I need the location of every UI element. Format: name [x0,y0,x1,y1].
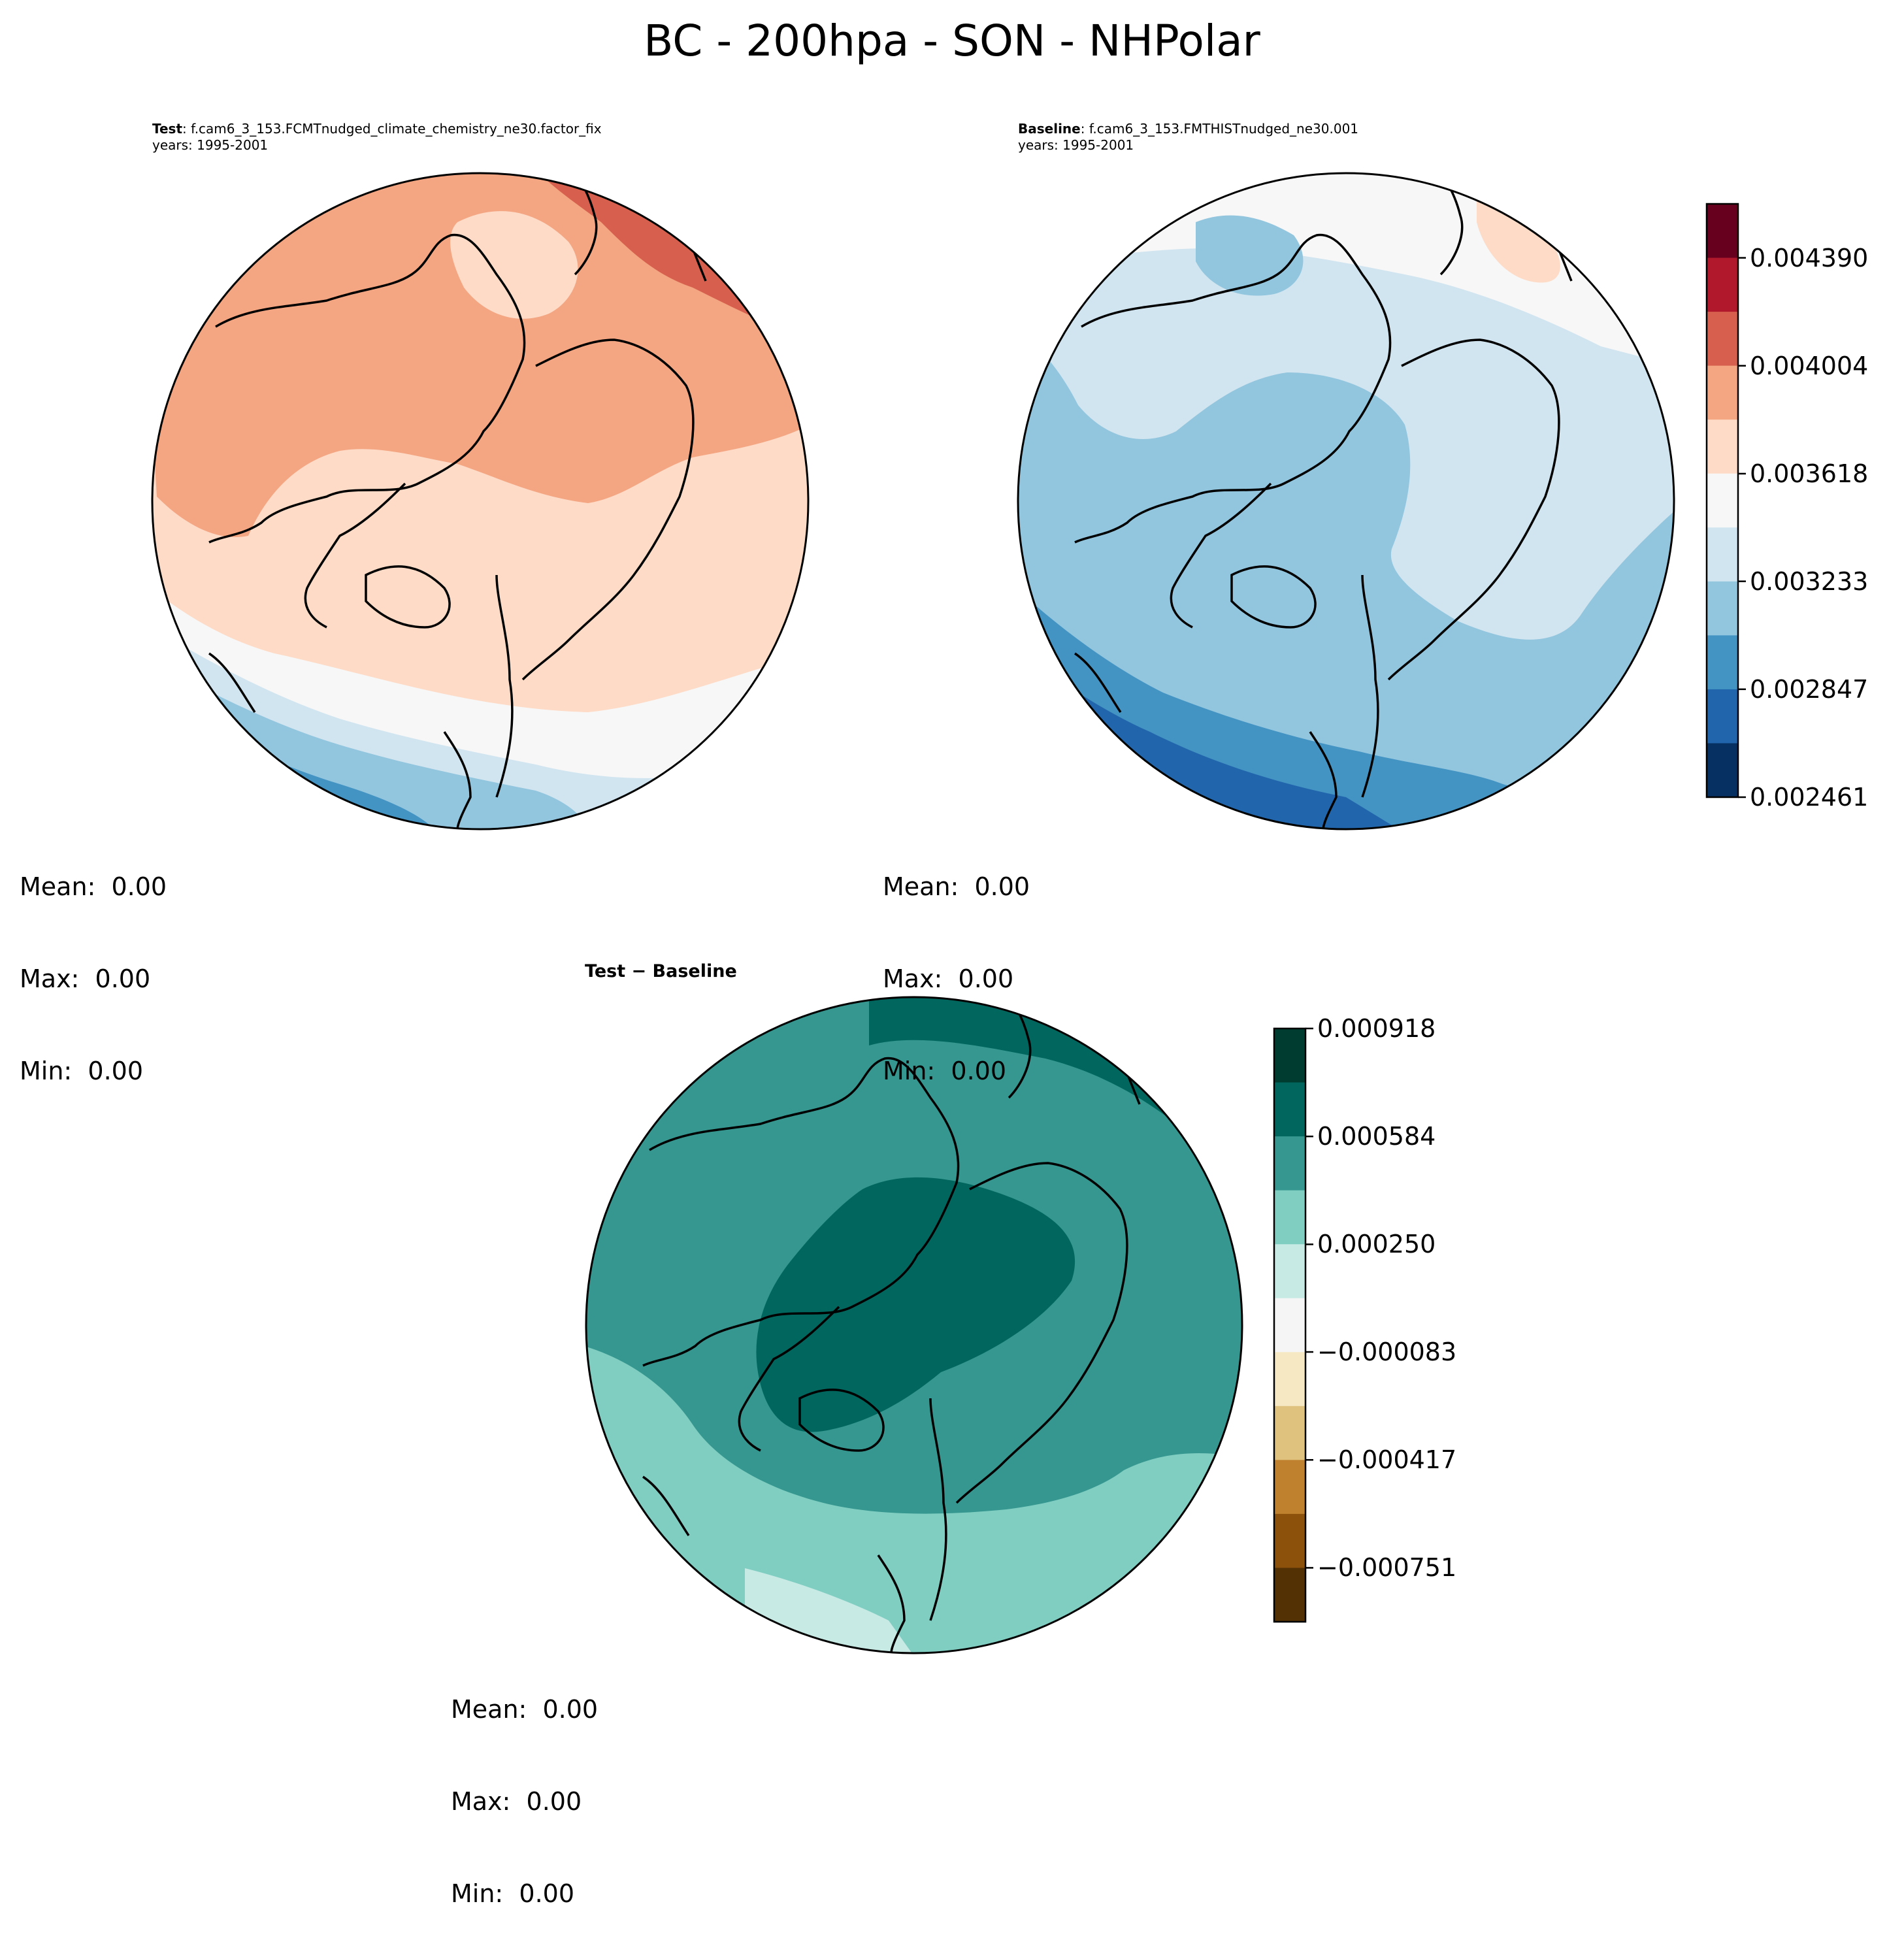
diff-colorbar-tick-label: 0.000918 [1317,1014,1436,1043]
test-max: Max: 0.00 [20,964,151,993]
test-map-boundary [151,172,810,830]
diff-colorbar-segment [1274,1298,1305,1353]
diff-colorbar-tick-label: 0.000250 [1317,1230,1436,1259]
diff-min: Min: 0.00 [451,1879,574,1908]
diff-panel-title: Test − Baseline [585,961,737,981]
baseline-case-name: : f.cam6_3_153.FMTHISTnudged_ne30.001 [1080,121,1359,137]
test-coastlines [208,173,707,829]
test-region-light-red-arctic [450,211,578,319]
baseline-label: Baseline [1018,121,1081,137]
diff-colorbar-tick-label: 0.000584 [1317,1122,1436,1151]
test-baseline-colorbar-segment [1707,689,1738,744]
test-map [152,173,808,829]
diff-colorbar-segment [1274,1352,1305,1407]
main-title: BC - 200hpa - SON - NHPolar [644,16,1260,66]
test-baseline-colorbar-tick-label: 0.003618 [1750,459,1869,488]
test-baseline-colorbar-segment [1707,312,1738,367]
test-baseline-colorbar-segment [1707,204,1738,259]
test-label: Test [152,121,183,137]
test-baseline-colorbar-tick-label: 0.004004 [1750,351,1869,380]
diff-colorbar-segment [1274,1028,1305,1083]
diff-colorbar-frame [1273,1027,1307,1623]
baseline-max: Max: 0.00 [883,964,1014,993]
test-baseline-colorbar-segment [1707,635,1738,690]
test-baseline-colorbar-segment [1707,743,1738,798]
baseline-region-light-red [1477,196,1560,283]
test-case-name: : f.cam6_3_153.FCMTnudged_climate_chemis… [182,121,602,137]
test-baseline-colorbar-segment [1707,581,1738,636]
diff-max: Max: 0.00 [451,1787,582,1816]
test-years: years: 1995-2001 [152,137,269,153]
test-stats: Mean: 0.00 Max: 0.00 Min: 0.00 [20,810,167,1117]
baseline-map-boundary [1017,172,1675,830]
diff-colorbar-segment [1274,1190,1305,1245]
test-baseline-colorbar-segment [1707,419,1738,474]
test-baseline-colorbar-frame [1705,203,1739,798]
test-baseline-colorbar-tick-label: 0.002847 [1750,674,1869,704]
test-min: Min: 0.00 [20,1057,143,1085]
baseline-years: years: 1995-2001 [1018,137,1134,153]
test-baseline-colorbar-tick-label: 0.003233 [1750,567,1869,596]
test-baseline-colorbar-segment [1707,257,1738,312]
test-region-darkest-red [725,173,808,242]
test-baseline-colorbar-segment [1707,365,1738,420]
test-mean: Mean: 0.00 [20,872,167,901]
diff-stats: Mean: 0.00 Max: 0.00 Min: 0.00 [451,1633,598,1940]
diff-colorbar-tick-label: −0.000083 [1317,1338,1457,1367]
diff-mean: Mean: 0.00 [451,1695,599,1724]
diff-colorbar-tick-label: −0.000417 [1317,1445,1457,1475]
baseline-map [1018,173,1674,829]
diff-map-boundary [585,996,1243,1654]
test-baseline-colorbar-segment [1707,473,1738,528]
test-baseline-colorbar-tick-label: 0.002461 [1750,783,1869,812]
test-baseline-colorbar [1705,203,1746,798]
diff-colorbar [1273,1027,1313,1623]
baseline-mean: Mean: 0.00 [883,872,1030,901]
baseline-coastlines [1074,173,1573,829]
figure-canvas [151,172,1746,1654]
diff-colorbar-tick-label: −0.000751 [1317,1553,1457,1583]
diff-colorbar-segment [1274,1082,1305,1137]
baseline-panel-title: Baseline: f.cam6_3_153.FMTHISTnudged_ne3… [1018,121,1358,154]
diff-colorbar-segment [1274,1244,1305,1299]
diff-colorbar-segment [1274,1406,1305,1460]
diff-colorbar-segment [1274,1460,1305,1515]
test-baseline-colorbar-segment [1707,527,1738,582]
diff-region-dark-green-center [756,1177,1075,1432]
baseline-stats: Mean: 0.00 Max: 0.00 Min: 0.00 [883,810,1030,1117]
diff-colorbar-segment [1274,1136,1305,1191]
test-panel-title: Test: f.cam6_3_153.FCMTnudged_climate_ch… [152,121,602,154]
baseline-min: Min: 0.00 [883,1057,1006,1085]
diff-label: Test − Baseline [585,961,737,981]
diff-colorbar-segment [1274,1513,1305,1568]
diff-colorbar-segment [1274,1568,1305,1622]
test-baseline-colorbar-tick-label: 0.004390 [1750,243,1869,272]
diff-map [586,997,1242,1653]
